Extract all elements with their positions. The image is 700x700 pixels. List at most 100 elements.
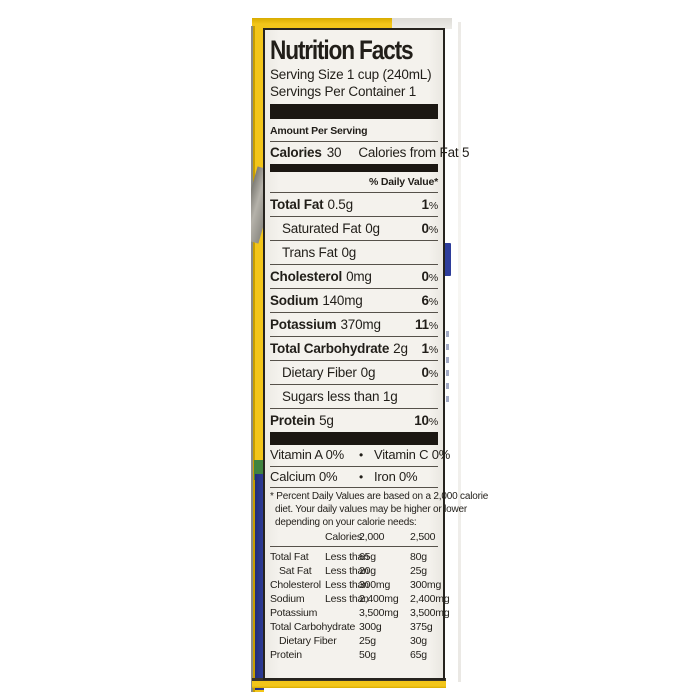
reference-name: Cholesterol xyxy=(270,579,321,592)
reference-value-2500: 80g xyxy=(410,551,427,564)
amount-per-serving: Amount Per Serving xyxy=(270,125,368,137)
package-bottom-edge xyxy=(252,678,446,688)
nutrient-row: Dietary Fiber 0g 0% xyxy=(270,360,438,384)
reference-name: Total Carbohydrate xyxy=(270,621,356,634)
reference-row: Protein 50g 65g xyxy=(270,648,438,662)
vitamin-left: Calcium 0% xyxy=(270,469,338,484)
nutrient-daily-value: 11% xyxy=(414,317,438,332)
reference-qualifier xyxy=(325,620,359,634)
nutrient-daily-value: 10% xyxy=(414,413,438,428)
footnote-col-2500: 2,500 xyxy=(410,531,436,544)
nutrient-name-amount: Potassium 370mg xyxy=(270,317,381,332)
reference-value-2500: 375g xyxy=(410,621,433,634)
footnote-line: diet. Your daily values may be higher or… xyxy=(275,503,468,515)
vitamin-row: Vitamin A 0% • Vitamin C 0% xyxy=(270,445,450,466)
nutrient-row: Total Carbohydrate 2g 1% xyxy=(270,336,438,360)
footnote: * Percent Daily Values are based on a 2,… xyxy=(270,488,489,662)
nutrient-row: Cholesterol 0mg 0% xyxy=(270,264,438,288)
nutrient-name-amount: Total Carbohydrate 2g xyxy=(270,341,408,356)
reference-value-2000: 50g xyxy=(359,649,376,662)
reference-value-2000: 20g xyxy=(359,565,376,578)
right-side-dashed-marks xyxy=(446,331,449,403)
nutrient-table: Total Fat 0.5g 1% Saturated Fat 0g 0% Tran… xyxy=(270,192,438,432)
footnote-col-2000: 2,000 xyxy=(359,531,385,544)
reference-qualifier: Less than xyxy=(325,593,369,606)
serving-size: Serving Size 1 cup (240mL) xyxy=(270,67,432,82)
reference-row: Cholesterol Less than 300mg 300mg xyxy=(270,578,442,592)
nutrient-row: Total Fat 0.5g 1% xyxy=(270,192,438,216)
package-top-edge xyxy=(252,18,452,29)
reference-name: Sat Fat xyxy=(279,565,312,578)
nutrient-row: Potassium 370mg 11% xyxy=(270,312,438,336)
nutrient-name-amount: Protein 5g xyxy=(270,413,334,428)
nutrient-row: Saturated Fat 0g 0% xyxy=(270,216,438,240)
reference-qualifier: Less than xyxy=(325,551,369,564)
footnote-line: * Percent Daily Values are based on a 2,… xyxy=(270,491,489,502)
reference-row: Sat Fat Less than 20g 25g xyxy=(270,564,438,578)
reference-table: Total Fat Less than 65g 80g Sat Fat Less… xyxy=(270,546,450,662)
nutrient-row: Protein 5g 10% xyxy=(270,408,438,432)
nutrient-daily-value: 0% xyxy=(421,221,439,236)
nutrient-name-amount: Trans Fat 0g xyxy=(282,245,357,260)
right-side-blue-mark xyxy=(443,243,451,276)
nutrient-name-amount: Sugars less than 1g xyxy=(282,389,398,404)
label-title: Nutrition Facts xyxy=(270,35,414,65)
reference-value-2000: 300mg xyxy=(359,579,391,592)
reference-qualifier xyxy=(325,606,359,620)
reference-row: Potassium 3,500mg 3,500mg xyxy=(270,606,450,620)
reference-qualifier: Less than xyxy=(325,565,369,578)
bullet-separator-icon: • xyxy=(358,448,363,462)
reference-name: Potassium xyxy=(270,607,318,620)
nutrient-daily-value: 6% xyxy=(421,293,439,308)
calories-row: Calories 30 Calories from Fat 5 xyxy=(270,142,469,164)
footnote-line: depending on your calorie needs: xyxy=(275,516,417,528)
reference-qualifier xyxy=(325,648,359,662)
reference-name: Total Fat xyxy=(270,551,309,564)
vitamin-table: Vitamin A 0% • Vitamin C 0% Calcium 0% •… xyxy=(270,445,450,488)
reference-value-2500: 25g xyxy=(410,565,427,578)
nutrient-name-amount: Sodium 140mg xyxy=(270,293,363,308)
nutrient-daily-value: 1% xyxy=(421,341,439,356)
reference-name: Sodium xyxy=(270,593,305,606)
reference-name: Protein xyxy=(270,649,302,662)
reference-value-2000: 65g xyxy=(359,551,376,564)
nutrient-row: Sugars less than 1g xyxy=(270,384,438,408)
calories-from-fat: Calories from Fat 5 xyxy=(358,145,470,160)
reference-value-2500: 2,400mg xyxy=(410,593,450,606)
footnote-calories-label: Calories: xyxy=(325,531,365,544)
reference-value-2000: 300g xyxy=(359,621,382,634)
reference-value-2500: 65g xyxy=(410,649,427,662)
reference-row: Total Fat Less than 65g 80g xyxy=(270,550,438,564)
nutrition-facts-label: Nutrition Facts Serving Size 1 cup (240m… xyxy=(263,28,489,680)
calories-value: 30 xyxy=(326,145,342,160)
calories-label: Calories xyxy=(270,145,322,160)
top-edge-yellow-stripe xyxy=(252,18,392,29)
left-edge-green-patch xyxy=(254,460,263,480)
package-left-edge xyxy=(251,26,264,692)
reference-value-2000: 3,500mg xyxy=(359,607,399,620)
reference-value-2000: 2,400mg xyxy=(359,593,399,606)
vitamin-right: Vitamin C 0% xyxy=(374,447,451,462)
reference-row: Total Carbohydrate 300g 375g xyxy=(270,620,438,634)
nutrient-name-amount: Total Fat 0.5g xyxy=(270,197,353,212)
top-edge-grey-stripe xyxy=(392,18,452,29)
reference-value-2500: 3,500mg xyxy=(410,607,450,620)
nutrient-name-amount: Cholesterol 0mg xyxy=(270,269,372,284)
reference-name: Dietary Fiber xyxy=(279,635,337,648)
vitamin-right: Iron 0% xyxy=(374,469,418,484)
section-bar xyxy=(270,104,438,119)
reference-row: Sodium Less than 2,400mg 2,400mg xyxy=(270,592,450,606)
section-bar xyxy=(270,164,438,172)
nutrient-row: Sodium 140mg 6% xyxy=(270,288,438,312)
reference-qualifier xyxy=(325,634,359,648)
footnote-lines: * Percent Daily Values are based on a 2,… xyxy=(270,491,489,529)
vitamin-left: Vitamin A 0% xyxy=(270,447,344,462)
nutrient-row: Trans Fat 0g xyxy=(270,240,438,264)
nutrient-daily-value: 0% xyxy=(421,269,439,284)
reference-value-2500: 300mg xyxy=(410,579,442,592)
vitamin-row: Calcium 0% • Iron 0% xyxy=(270,466,438,487)
reference-row: Dietary Fiber 25g 30g xyxy=(270,634,438,648)
servings-per-container: Servings Per Container 1 xyxy=(270,83,417,99)
footnote-calories-header: Calories: 2,000 2,500 xyxy=(270,530,438,544)
